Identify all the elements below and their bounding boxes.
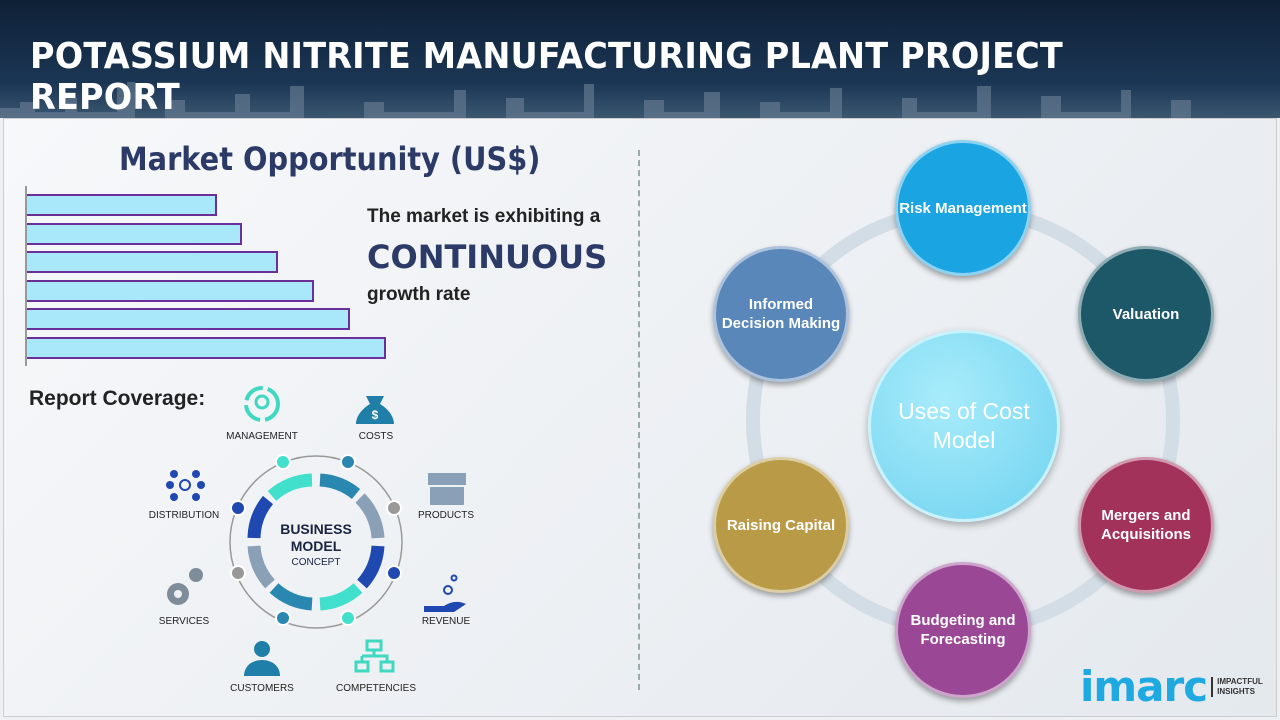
market-bar [27, 308, 351, 330]
market-bar [27, 336, 386, 359]
ring-segment [319, 473, 361, 500]
ring-segment [319, 583, 363, 611]
coverage-services: SERVICES [158, 616, 210, 627]
ring-segment [269, 583, 313, 611]
report-coverage-title: Report Coverage: [29, 387, 206, 410]
page-title: POTASSIUM NITRITE MANUFACTURING PLANT PR… [30, 36, 1063, 118]
node-informed-decision-making: Informed Decision Making [713, 246, 849, 382]
market-bar [27, 222, 243, 245]
node-budgeting-forecasting: Budgeting and Forecasting [895, 562, 1031, 698]
svg-text:$: $ [372, 408, 379, 422]
content-panel [3, 118, 1277, 717]
coverage-products: PRODUCTS [417, 510, 475, 521]
coverage-customers: CUSTOMERS [230, 683, 294, 694]
coverage-distribution: DISTRIBUTION [148, 510, 220, 521]
market-text-continuous: CONTINUOUS [367, 238, 608, 276]
ring-segment [267, 473, 313, 502]
coverage-management: MANAGEMENT [226, 431, 298, 442]
business-model-diagram: BUSINESS MODEL CONCEPT $ [166, 386, 466, 676]
ring-segment [355, 493, 385, 539]
bm-center-line1: BUSINESS [280, 521, 352, 537]
coverage-revenue: REVENUE [421, 616, 471, 627]
ring-segment [247, 545, 275, 589]
node-mergers-acquisitions: Mergers and Acquisitions [1078, 457, 1214, 593]
market-text-3: growth rate [367, 284, 471, 305]
node-raising-capital: Raising Capital [713, 457, 849, 593]
coverage-competencies: COMPETENCIES [335, 683, 416, 694]
costs-icon: $ [356, 396, 394, 424]
management-icon [244, 386, 280, 422]
bar-axis [25, 186, 27, 366]
coverage-costs: COSTS [358, 431, 394, 442]
bm-center-line3: CONCEPT [292, 557, 341, 568]
ring-segment [357, 545, 385, 589]
market-bar [27, 194, 218, 216]
uses-center: Uses of Cost Model [868, 330, 1060, 522]
services-icon [167, 568, 203, 605]
competencies-icon [354, 639, 395, 673]
divider [638, 150, 640, 690]
market-bar [27, 251, 279, 273]
revenue-icon [424, 574, 466, 612]
market-bar [27, 279, 315, 302]
imarc-logo: imarc IMPACTFUL INSIGHTS [1080, 662, 1271, 711]
distribution-icon [166, 470, 205, 501]
market-opportunity-title: Market Opportunity (US$) [119, 140, 541, 178]
ring-segment [247, 495, 274, 539]
header-banner: POTASSIUM NITRITE MANUFACTURING PLANT PR… [0, 0, 1280, 118]
node-valuation: Valuation [1078, 246, 1214, 382]
products-icon [428, 473, 466, 505]
bm-center-line2: MODEL [291, 538, 342, 554]
market-text-1: The market is exhibiting a [367, 206, 601, 227]
node-risk-management: Risk Management [895, 140, 1031, 276]
city-skyline-graphic [0, 82, 1191, 118]
customers-icon [244, 641, 280, 676]
